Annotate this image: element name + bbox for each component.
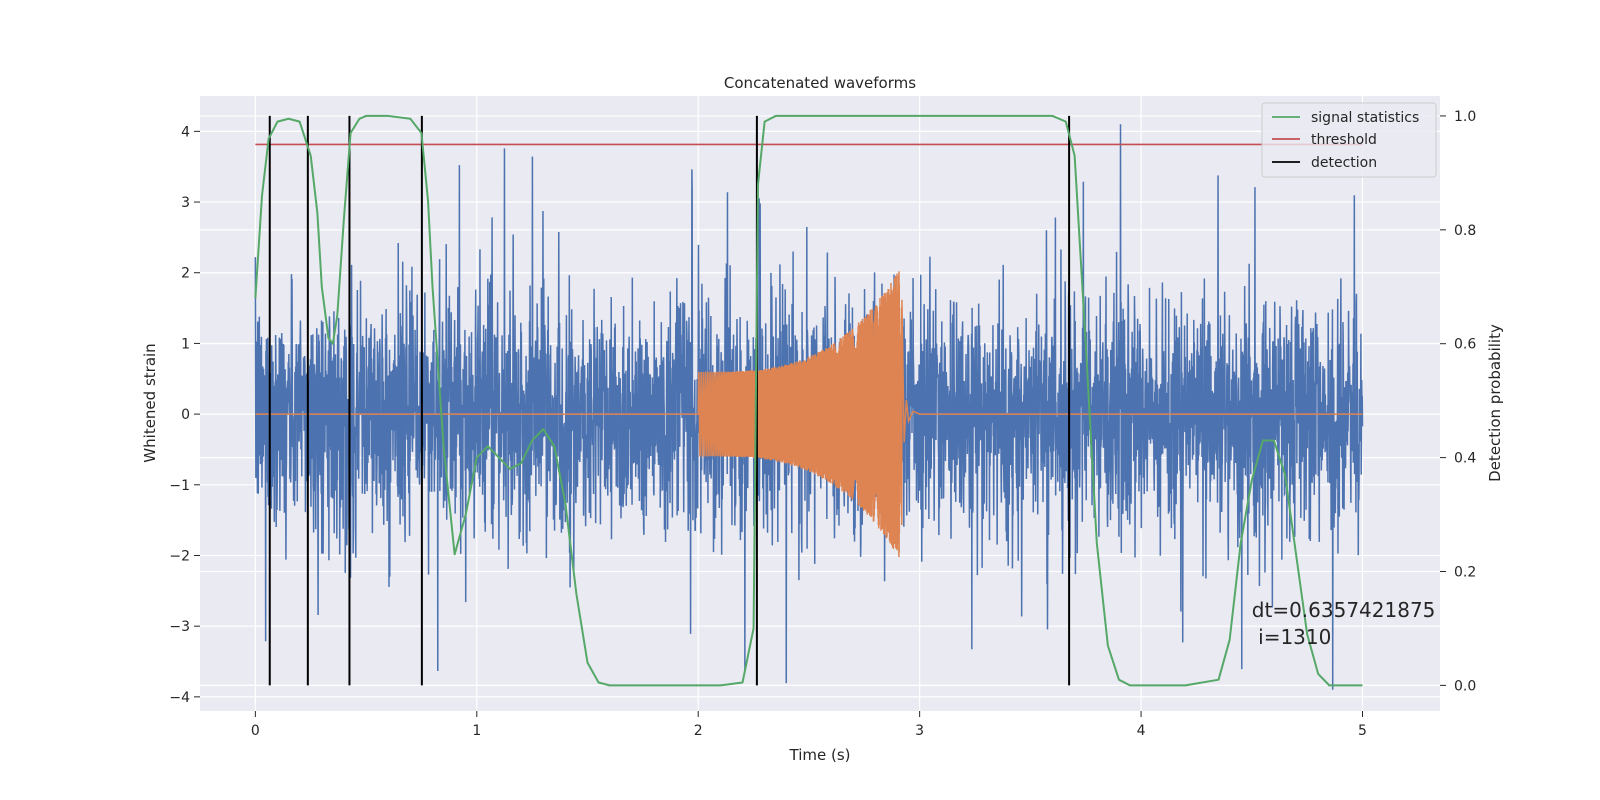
y2-tick-label: 0.4 bbox=[1454, 451, 1476, 467]
y-tick-label: 2 bbox=[181, 266, 190, 282]
x-tick-label: 2 bbox=[694, 723, 703, 739]
signal-statistics-line bbox=[254, 114, 1363, 687]
signal-statistics-series bbox=[254, 114, 1363, 687]
legend-label-threshold: threshold bbox=[1311, 132, 1377, 148]
y-tick-label: −3 bbox=[169, 619, 190, 635]
x-axis-label: Time (s) bbox=[789, 746, 851, 764]
x-tick-label: 1 bbox=[472, 723, 481, 739]
y2-tick-label: 1.0 bbox=[1454, 109, 1476, 125]
y-tick-label: −1 bbox=[169, 478, 190, 494]
y-tick-label: 1 bbox=[181, 336, 190, 352]
y-tick-label: 4 bbox=[181, 124, 190, 140]
noise-series bbox=[254, 124, 1364, 690]
noise-line bbox=[254, 124, 1364, 690]
injection-line bbox=[255, 271, 1363, 558]
x-tick-label: 3 bbox=[915, 723, 924, 739]
x-tick-label: 4 bbox=[1137, 723, 1146, 739]
x-tick-label: 5 bbox=[1358, 723, 1367, 739]
y-tick-label: −2 bbox=[169, 548, 190, 564]
y-tick-label: 0 bbox=[181, 407, 190, 423]
y-tick-label: 3 bbox=[181, 195, 190, 211]
y2-tick-label: 0.0 bbox=[1454, 678, 1476, 694]
chart-title: Concatenated waveforms bbox=[724, 74, 916, 92]
y2-tick-label: 0.6 bbox=[1454, 337, 1476, 353]
annotation-dt: dt=0.6357421875 bbox=[1252, 598, 1436, 622]
legend-label-detection: detection bbox=[1311, 155, 1377, 171]
y-tick-label: −4 bbox=[169, 690, 190, 706]
x-tick-label: 0 bbox=[251, 723, 260, 739]
legend-box bbox=[1261, 102, 1437, 178]
x-axis-ticks: 0 1 2 3 4 5 bbox=[251, 711, 1367, 739]
legend: signal statistics threshold detection bbox=[1261, 102, 1437, 178]
injection-series bbox=[255, 271, 1363, 558]
right-axis-ticks: 0.0 0.2 0.4 0.6 0.8 1.0 bbox=[1440, 109, 1476, 694]
annotation-index: i=1310 bbox=[1252, 625, 1332, 649]
y2-tick-label: 0.2 bbox=[1454, 564, 1476, 580]
y2-tick-label: 0.8 bbox=[1454, 223, 1476, 239]
y-axis-ticks: −4 −3 −2 −1 0 1 2 3 4 bbox=[169, 124, 200, 706]
y-axis-label: Whitened strain bbox=[141, 343, 159, 462]
right-axis-label: Detection probability bbox=[1486, 324, 1504, 482]
grid-lines bbox=[200, 96, 1440, 711]
legend-label-signal-statistics: signal statistics bbox=[1311, 110, 1419, 126]
